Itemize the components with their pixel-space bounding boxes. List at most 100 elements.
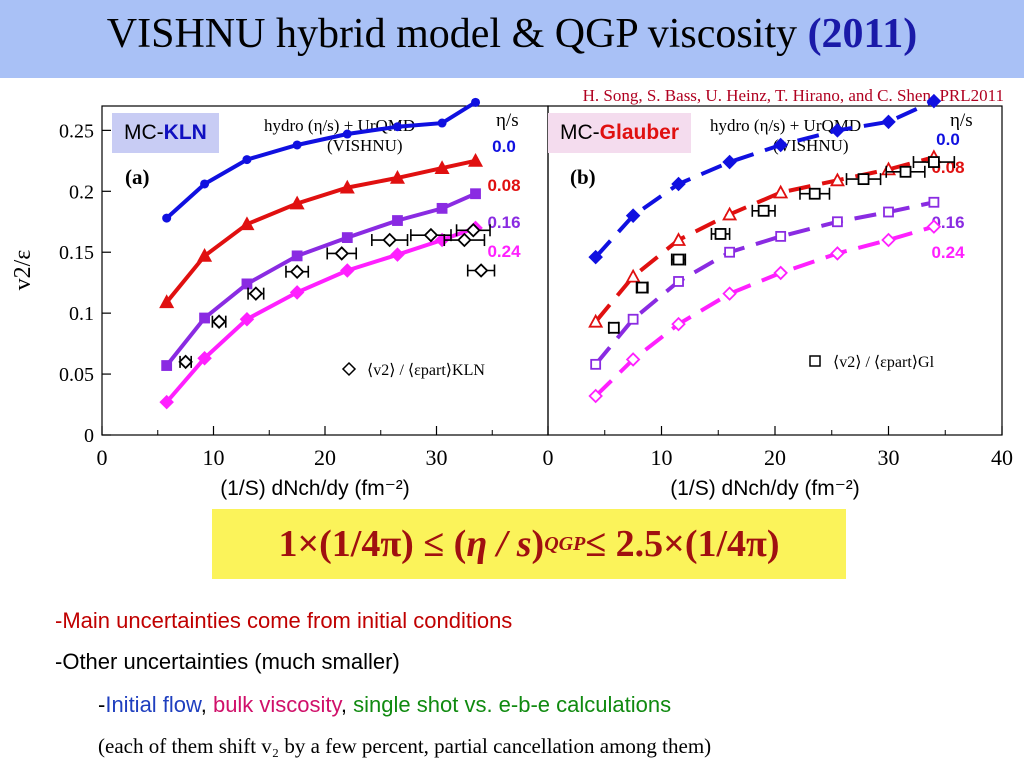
data-point <box>899 165 912 178</box>
title-bar <box>0 0 1024 78</box>
series-point <box>159 294 175 309</box>
title-year: (2011) <box>807 11 918 57</box>
series-point <box>883 206 894 218</box>
series-point <box>722 286 737 301</box>
data-point <box>423 227 439 243</box>
series-line-0.0 <box>594 99 935 259</box>
series-legend-0.16: 0.16 <box>487 213 520 232</box>
series-point <box>926 93 942 109</box>
data-point <box>757 204 770 217</box>
sep-2: , <box>340 692 354 717</box>
series-line-0.08 <box>165 158 476 304</box>
series-point <box>829 172 845 187</box>
series-point <box>926 219 942 234</box>
series-point <box>928 196 940 208</box>
series-line-0.24 <box>165 226 477 404</box>
citation: H. Song, S. Bass, U. Heinz, T. Hirano, a… <box>582 86 1004 105</box>
series-point <box>673 276 684 287</box>
series-point <box>161 360 173 371</box>
bulk-viscosity-text: bulk viscosity <box>212 692 341 717</box>
series-point <box>468 152 484 167</box>
y-tick-label: 0.2 <box>69 181 94 203</box>
badge-kln-prefix: MC- <box>124 121 164 144</box>
x-tick-label: 0 <box>543 445 554 470</box>
series-point <box>289 195 305 210</box>
sep-1: , <box>200 692 213 717</box>
series-point <box>724 246 735 258</box>
series-point <box>436 202 448 214</box>
series-legend-0.0: 0.0 <box>936 130 960 149</box>
series-point <box>881 114 896 130</box>
initial-flow-text: Initial flow <box>105 692 201 717</box>
series-point <box>197 350 212 366</box>
badge-mc-glauber: MC-Glauber <box>548 113 692 153</box>
series-point <box>830 246 845 261</box>
series-point <box>159 394 174 410</box>
series-point <box>200 179 210 189</box>
data-point <box>248 286 264 301</box>
panel-label: (b) <box>570 165 596 189</box>
data-legend-label: ⟨v2⟩ / ⟨εpart⟩KLN <box>367 362 485 379</box>
series-point <box>671 232 687 246</box>
panel-header: hydro (η/s) + UrQMD <box>710 116 861 135</box>
series-point <box>722 154 737 170</box>
panel-header-2: (VISHNU) <box>773 136 849 155</box>
series-point <box>832 216 843 228</box>
badge-kln-name: KLN <box>163 121 207 144</box>
series-point <box>339 179 355 194</box>
series-point <box>162 213 172 223</box>
series-point <box>773 137 788 153</box>
series-point <box>773 265 788 281</box>
x-tick-label: 20 <box>314 445 336 470</box>
series-point <box>625 268 641 283</box>
series-point <box>197 247 213 262</box>
panel-header-2: (VISHNU) <box>327 136 403 155</box>
data-point <box>857 173 870 186</box>
data-point <box>636 281 649 294</box>
badge-glauber-name: Glauber <box>599 121 680 144</box>
series-point <box>392 122 402 132</box>
x-axis-label: (1/S) dNch/dy (fm⁻²) <box>670 477 860 500</box>
y-tick-label: 0 <box>84 425 94 447</box>
series-point <box>588 249 603 265</box>
badge-mc-kln: MC-KLN <box>112 113 219 153</box>
series-point <box>775 230 787 242</box>
data-point <box>289 264 305 279</box>
slide-title: VISHNU hybrid model & QGP viscosity (201… <box>0 10 1024 58</box>
series-point <box>722 206 738 221</box>
x-axis-label: (1/S) dNch/dy (fm⁻²) <box>220 477 410 500</box>
series-legend-0.24: 0.24 <box>931 243 965 262</box>
series-point <box>291 250 303 262</box>
x-tick-label: 10 <box>203 445 225 470</box>
series-point <box>341 232 353 244</box>
series-point <box>392 215 403 226</box>
series-legend-0.0: 0.0 <box>492 137 516 156</box>
data-point <box>808 187 821 200</box>
title-text: VISHNU hybrid model & QGP viscosity <box>106 11 798 57</box>
data-point <box>672 253 685 266</box>
data-point <box>607 321 620 334</box>
series-point <box>471 97 481 107</box>
series-line-0.16 <box>594 200 935 366</box>
series-point <box>241 278 253 290</box>
data-legend-marker <box>341 361 357 377</box>
formula-left: 1×(1/4π) ≤ ( <box>278 523 467 565</box>
series-point <box>590 358 602 370</box>
x-tick-label: 0 <box>97 445 108 470</box>
data-point <box>211 314 227 329</box>
series-point <box>390 247 405 262</box>
data-point <box>714 228 727 240</box>
badge-glauber-prefix: MC- <box>560 121 600 144</box>
legend-title: η/s <box>950 110 973 131</box>
series-point <box>625 208 641 223</box>
panel-label: (a) <box>125 165 150 189</box>
series-point <box>627 313 639 325</box>
series-point <box>389 170 405 184</box>
series-line-0.0 <box>165 100 477 220</box>
formula-close: ) <box>531 523 545 565</box>
viscosity-bound-formula: 1×(1/4π) ≤ (η / s) QGP ≤ 2.5×(1/4π) <box>212 509 846 579</box>
data-point <box>178 354 193 370</box>
y-tick-label: 0.15 <box>59 242 94 264</box>
data-legend-marker <box>809 355 821 367</box>
bullet-other-uncertainties: -Other uncertainties (much smaller) <box>55 649 400 674</box>
